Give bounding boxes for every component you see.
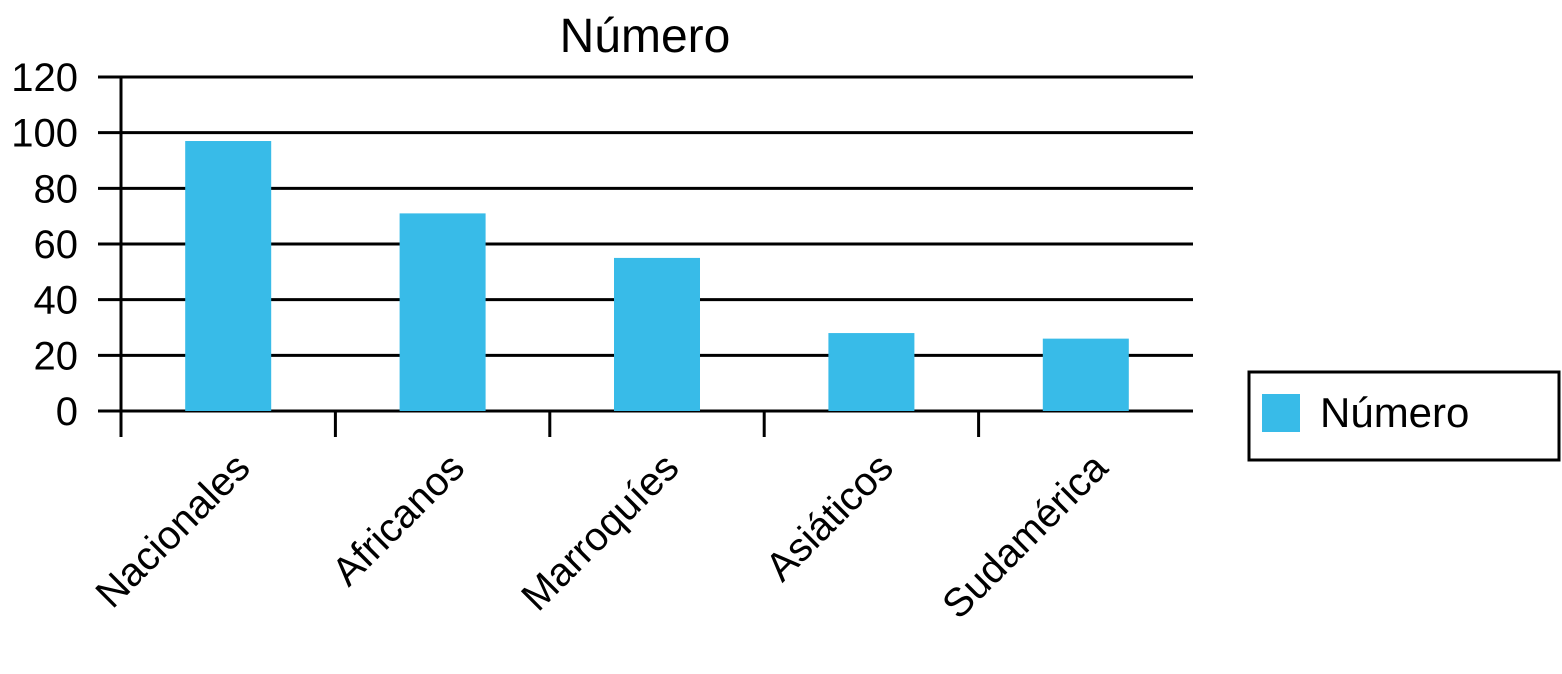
y-tick-label: 20 [34, 334, 79, 378]
legend-label: Número [1320, 389, 1469, 436]
legend-swatch [1262, 394, 1300, 432]
bar [185, 141, 272, 411]
x-tick-label: Asiáticos [757, 445, 901, 589]
x-tick-label: Africanos [324, 445, 473, 594]
y-tick-label: 100 [11, 112, 78, 156]
x-tick-label: Nacionales [88, 445, 259, 616]
chart-title: Número [560, 10, 731, 63]
y-tick-labels: 0 20 40 60 80 100 120 [11, 56, 78, 434]
bar [1042, 338, 1129, 411]
y-tick-label: 60 [34, 223, 79, 267]
x-tick-labels: Nacionales Africanos Marroquíes Asiáticos Su… [88, 445, 1117, 628]
bar [399, 213, 486, 411]
axes [119, 77, 981, 437]
y-tick-label: 120 [11, 56, 78, 100]
legend-box [1247, 370, 1561, 462]
legend: Número [1247, 370, 1561, 462]
x-tick-label: Marroquíes [513, 445, 687, 619]
y-tick-label: 80 [34, 167, 79, 211]
x-tick-label: Sudamérica [934, 445, 1117, 628]
y-tick-label: 40 [34, 279, 79, 323]
y-tick-label: 0 [56, 390, 78, 434]
bar [614, 257, 700, 411]
bar [828, 333, 915, 411]
bars [185, 141, 1129, 411]
